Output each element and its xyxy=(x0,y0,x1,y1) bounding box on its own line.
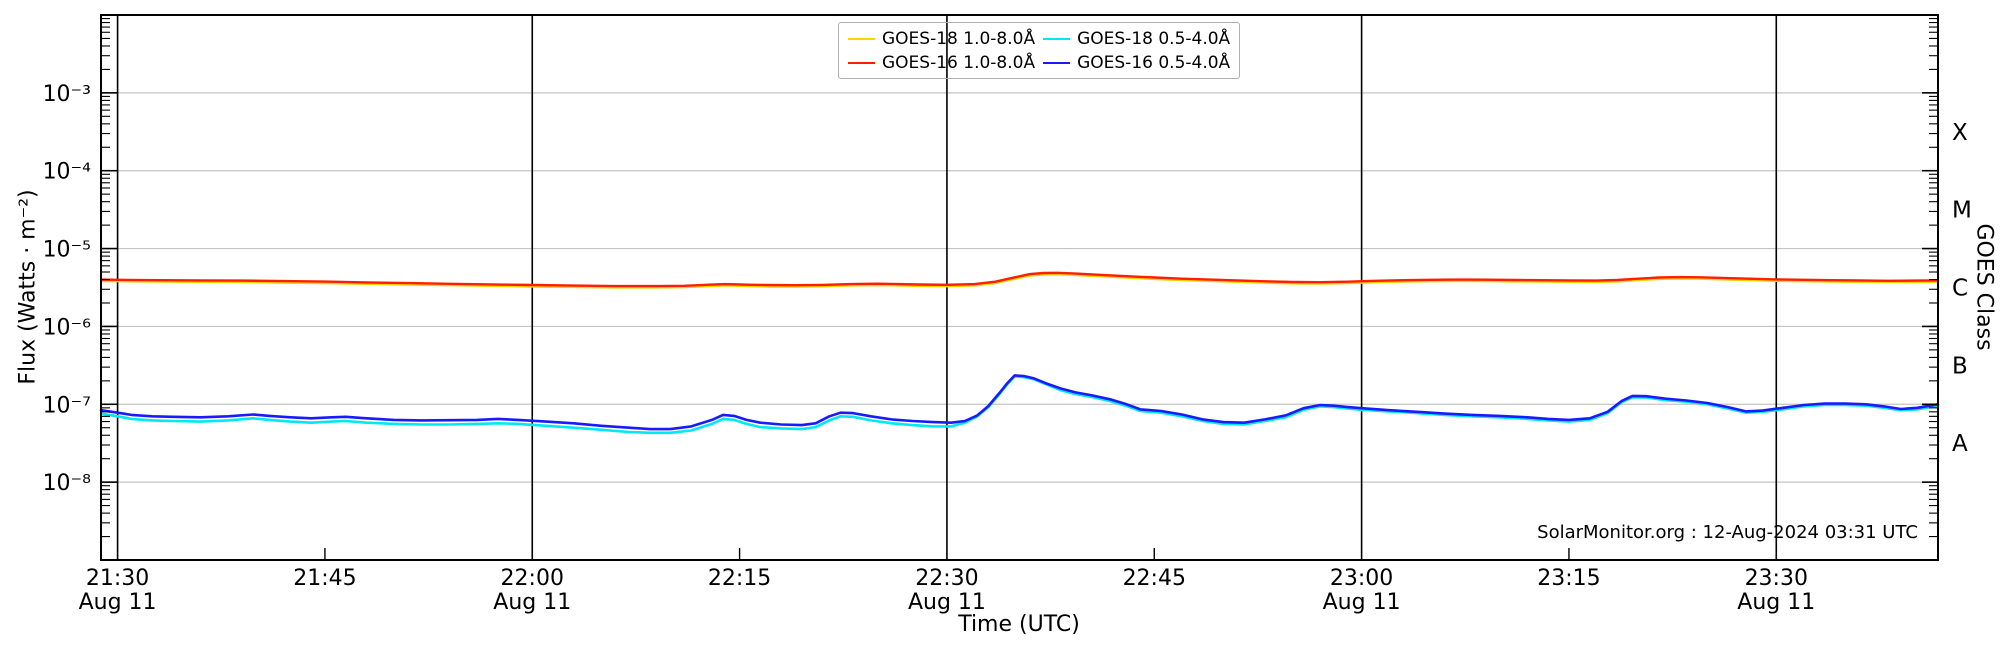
svg-text:23:30: 23:30 xyxy=(1745,566,1808,591)
solarmonitor-timestamp-annotation: SolarMonitor.org : 12-Aug-2024 03:31 UTC xyxy=(1537,522,1918,543)
legend-item: GOES-16 1.0-8.0Å xyxy=(848,52,1035,73)
svg-text:Aug 11: Aug 11 xyxy=(1323,590,1401,615)
legend-swatch-line xyxy=(1043,61,1071,64)
y-axis-label-flux: Flux (Watts · m⁻²) xyxy=(15,189,41,385)
legend-label: GOES-16 0.5-4.0Å xyxy=(1077,52,1231,73)
svg-text:23:00: 23:00 xyxy=(1330,566,1393,591)
legend-swatch-line xyxy=(848,61,875,64)
svg-text:10⁻⁴: 10⁻⁴ xyxy=(43,160,92,185)
decade-gridlines xyxy=(101,92,1938,483)
legend-swatch-line xyxy=(848,37,875,40)
legend-label: GOES-18 0.5-4.0Å xyxy=(1077,28,1231,49)
svg-text:22:15: 22:15 xyxy=(708,566,771,591)
legend-column: GOES-18 0.5-4.0Å GOES-16 0.5-4.0Å xyxy=(1043,28,1230,73)
svg-text:10⁻⁷: 10⁻⁷ xyxy=(43,393,91,418)
series-lines xyxy=(99,271,1940,435)
series-line-GOES-16 1.0-8.0Å xyxy=(99,271,1940,288)
axis-ticks xyxy=(101,18,1938,560)
svg-text:M: M xyxy=(1952,198,1972,224)
legend-label: GOES-16 1.0-8.0Å xyxy=(882,52,1036,73)
svg-text:Aug 11: Aug 11 xyxy=(79,590,157,615)
series-line-GOES-18 1.0-8.0Å xyxy=(99,273,1940,289)
legend-label: GOES-18 1.0-8.0Å xyxy=(882,28,1036,49)
svg-text:10⁻⁶: 10⁻⁶ xyxy=(43,315,92,340)
svg-text:23:15: 23:15 xyxy=(1537,566,1600,591)
svg-text:10⁻⁸: 10⁻⁸ xyxy=(43,471,92,496)
plot-frame xyxy=(100,14,1939,561)
svg-text:10⁻⁵: 10⁻⁵ xyxy=(43,238,91,263)
svg-text:A: A xyxy=(1952,431,1968,457)
svg-text:Aug 11: Aug 11 xyxy=(1737,590,1815,615)
svg-text:X: X xyxy=(1952,120,1968,146)
legend: GOES-18 1.0-8.0Å GOES-16 1.0-8.0Å GOES-18 … xyxy=(838,22,1241,79)
legend-item: GOES-18 0.5-4.0Å xyxy=(1043,28,1230,49)
series-line-GOES-16 0.5-4.0Å xyxy=(99,374,1940,431)
svg-text:B: B xyxy=(1952,353,1968,379)
svg-text:21:30: 21:30 xyxy=(86,566,149,591)
half-hour-gridlines xyxy=(116,15,1778,560)
legend-swatch-line xyxy=(1043,37,1071,40)
y-axis-label-goes-class: GOES Class xyxy=(1971,223,1997,351)
legend-item: GOES-16 0.5-4.0Å xyxy=(1043,52,1230,73)
svg-text:Aug 11: Aug 11 xyxy=(908,590,986,615)
svg-text:22:00: 22:00 xyxy=(501,566,564,591)
svg-text:22:30: 22:30 xyxy=(915,566,978,591)
x-axis-label-time-utc: Time (UTC) xyxy=(958,612,1080,637)
svg-text:21:45: 21:45 xyxy=(293,566,356,591)
legend-item: GOES-18 1.0-8.0Å xyxy=(848,28,1035,49)
svg-text:22:45: 22:45 xyxy=(1123,566,1186,591)
svg-text:Aug 11: Aug 11 xyxy=(493,590,571,615)
svg-text:10⁻³: 10⁻³ xyxy=(43,82,91,107)
legend-column: GOES-18 1.0-8.0Å GOES-16 1.0-8.0Å xyxy=(848,28,1035,73)
svg-text:C: C xyxy=(1952,276,1968,302)
